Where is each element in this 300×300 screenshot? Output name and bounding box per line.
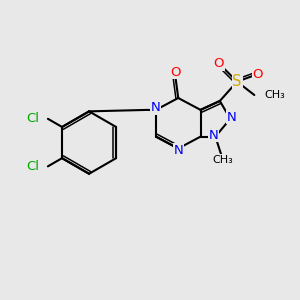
Text: O: O [213,57,224,70]
Text: O: O [170,66,181,79]
Text: CH₃: CH₃ [265,90,286,100]
Text: N: N [227,111,237,124]
Text: N: N [151,101,161,114]
Text: O: O [253,68,263,81]
Text: CH₃: CH₃ [212,154,233,164]
Text: N: N [173,143,183,157]
Text: S: S [232,74,242,89]
Text: Cl: Cl [27,112,40,125]
Text: N: N [209,129,219,142]
Text: Cl: Cl [27,160,40,173]
